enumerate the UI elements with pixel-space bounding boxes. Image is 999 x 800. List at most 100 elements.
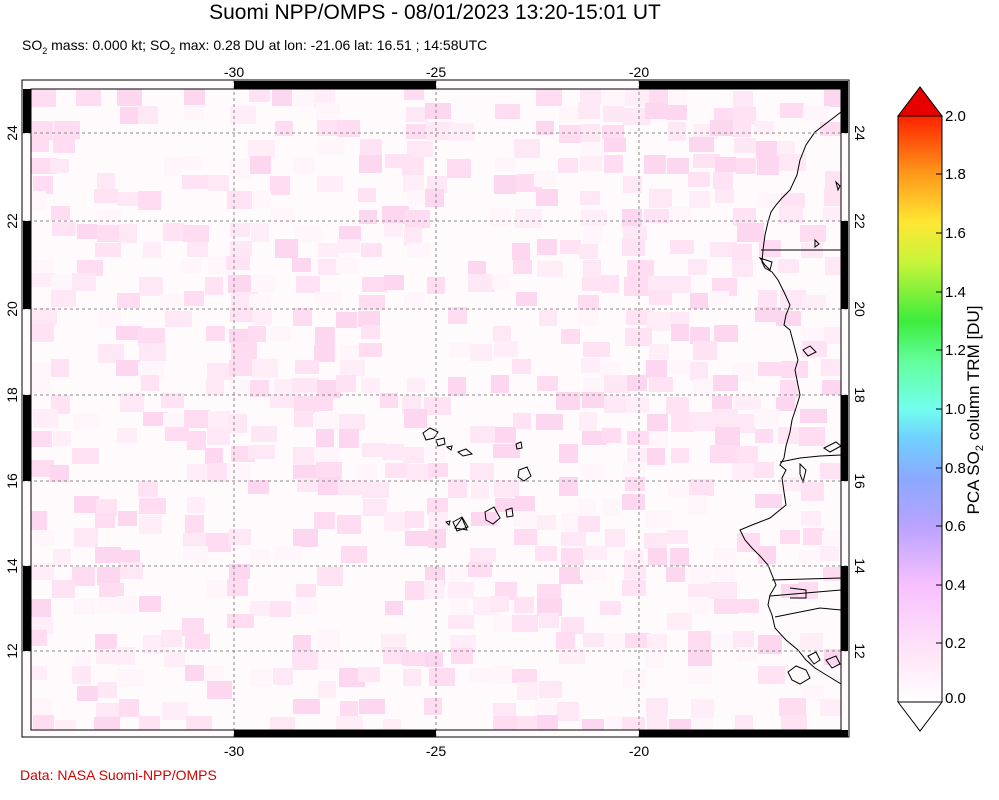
so2-pixel — [493, 665, 515, 684]
so2-pixel — [580, 191, 600, 205]
so2-pixel — [341, 546, 367, 563]
so2-pixel — [229, 360, 254, 376]
so2-pixel — [187, 497, 205, 513]
so2-pixel — [561, 532, 586, 546]
so2-pixel — [559, 125, 584, 143]
so2-pixel — [670, 548, 689, 566]
so2-pixel — [314, 447, 339, 466]
so2-pixel — [98, 682, 117, 698]
so2-pixel — [779, 205, 803, 223]
so2-pixel — [647, 634, 667, 651]
so2-pixel — [755, 429, 773, 443]
so2-pixel — [51, 206, 70, 220]
so2-pixel — [737, 533, 760, 552]
so2-pixel — [404, 227, 422, 246]
lat-labels-left: 24 22 20 18 16 14 12 — [4, 125, 20, 659]
so2-pixel — [74, 528, 98, 547]
so2-pixel — [754, 462, 774, 478]
colorbar-min-arrow — [896, 701, 944, 732]
so2-pixel — [404, 292, 425, 310]
so2-pixel — [161, 393, 184, 408]
so2-pixel — [490, 208, 510, 227]
so2-pixel — [99, 583, 124, 599]
so2-pixel — [31, 563, 54, 580]
so2-pixel — [296, 584, 316, 599]
so2-pixel — [380, 393, 398, 408]
so2-pixel — [513, 260, 532, 274]
so2-pixel — [230, 380, 253, 397]
colorbar-label: 0.0 — [945, 690, 966, 707]
so2-pixel — [688, 584, 710, 601]
so2-pixel — [52, 580, 75, 598]
so2-pixel — [161, 630, 182, 647]
so2-pixel — [338, 480, 365, 495]
so2-pixel — [556, 392, 580, 410]
so2-pixel — [383, 719, 401, 730]
so2-pixel — [97, 225, 119, 242]
so2-pixel — [581, 124, 600, 142]
so2-pixel — [539, 681, 562, 698]
so2-pixel — [116, 596, 137, 614]
so2-pixel — [671, 448, 689, 463]
so2-pixel — [427, 176, 447, 193]
so2-pixel — [384, 512, 410, 531]
so2-pixel — [780, 380, 798, 398]
so2-pixel — [820, 463, 841, 479]
so2-pixel — [644, 155, 666, 174]
so2-pixel — [690, 362, 708, 381]
so2-pixel — [138, 191, 161, 210]
so2-pixel — [495, 427, 516, 443]
lon-label: -30 — [224, 743, 244, 759]
so2-pixel — [647, 414, 668, 432]
so2-pixel — [799, 427, 825, 446]
so2-pixel — [359, 699, 385, 714]
so2-pixel — [513, 511, 538, 527]
so2-pixel — [449, 343, 472, 357]
so2-pixel — [270, 176, 290, 195]
so2-pixel — [512, 615, 538, 632]
so2-pixel — [470, 426, 496, 443]
so2-pixel — [451, 648, 473, 664]
so2-pixel — [73, 649, 91, 666]
so2-pixel — [561, 548, 584, 565]
so2-pixel — [207, 681, 232, 699]
lon-labels-top: -30 -25 -20 — [224, 64, 649, 80]
so2-pixel — [561, 329, 580, 344]
so2-pixel — [251, 223, 269, 242]
so2-pixel — [622, 239, 645, 256]
so2-pixel — [139, 596, 161, 612]
so2-pixel — [77, 686, 98, 701]
so2-pixel — [781, 193, 805, 208]
so2-pixel — [755, 494, 782, 508]
so2-pixel — [604, 375, 630, 393]
so2-pixel — [160, 294, 181, 311]
so2-pixel — [385, 601, 403, 615]
so2-pixel — [248, 480, 269, 494]
so2-pixel — [250, 380, 269, 397]
so2-pixel — [139, 716, 160, 730]
so2-pixel — [186, 716, 212, 730]
so2-pixel — [184, 291, 204, 306]
so2-pixel — [448, 615, 474, 629]
so2-pixel — [516, 292, 537, 306]
so2-pixel — [230, 106, 256, 124]
so2-pixel — [363, 499, 387, 516]
so2-pixel — [182, 156, 203, 170]
so2-pixel — [668, 122, 686, 141]
so2-pixel — [362, 482, 389, 498]
so2-pixel — [801, 328, 827, 342]
so2-pixel — [649, 377, 673, 392]
so2-pixel — [295, 226, 322, 242]
so2-pixel — [427, 498, 448, 515]
so2-pixel — [801, 511, 821, 526]
so2-pixel — [713, 375, 738, 391]
so2-pixel — [647, 716, 667, 730]
so2-pixel — [31, 89, 56, 107]
so2-pixel — [428, 463, 448, 477]
lat-label: 24 — [852, 125, 868, 141]
so2-pixel — [537, 598, 562, 616]
so2-pixel — [649, 189, 672, 208]
so2-pixel — [777, 141, 795, 158]
so2-pixel — [490, 596, 509, 612]
so2-pixel — [205, 448, 223, 466]
